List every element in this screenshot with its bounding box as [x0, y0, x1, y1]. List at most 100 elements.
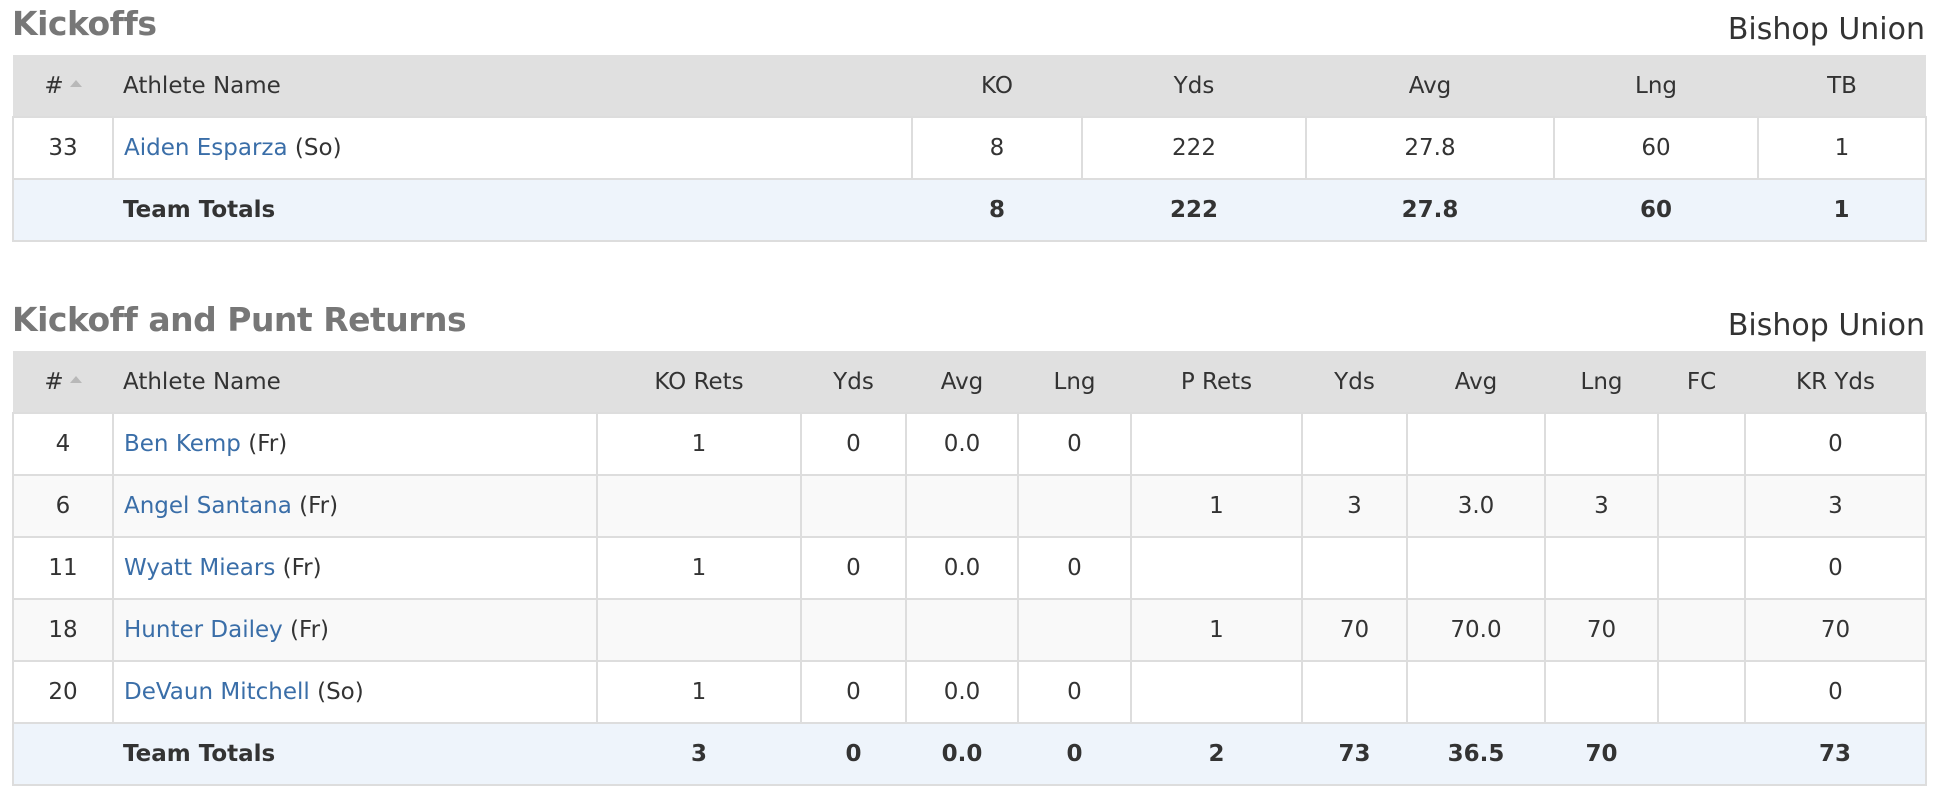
cell-ko-avg	[905, 598, 1019, 662]
cell-p-lng	[1544, 412, 1659, 476]
athlete-link[interactable]: Angel Santana	[124, 493, 292, 519]
kickoffs-header-num[interactable]: #	[13, 55, 113, 117]
cell-ko-yds	[800, 474, 907, 538]
cell-ko-lng	[1017, 474, 1132, 538]
cell-p-avg	[1406, 536, 1546, 600]
cell-kr-yds: 70	[1744, 598, 1927, 662]
team-totals-label: Team Totals	[113, 722, 597, 786]
cell-num: 18	[12, 598, 114, 662]
cell-p-lng	[1544, 536, 1659, 600]
athlete-class: (Fr)	[282, 555, 322, 581]
athlete-class: (So)	[294, 135, 342, 161]
returns-team-name: Bishop Union	[1727, 308, 1925, 343]
cell-ko-rets	[596, 474, 802, 538]
cell-kr-yds: 0	[1744, 536, 1927, 600]
returns-header-p-lng[interactable]: Lng	[1580, 368, 1623, 395]
kickoffs-section: Kickoffs Bishop Union # Athlete Name KO …	[12, 0, 1927, 242]
cell-tb: 1	[1758, 178, 1927, 242]
cell-kr-yds: 0	[1744, 660, 1927, 724]
cell-p-yds	[1301, 536, 1408, 600]
cell-avg: 27.8	[1306, 178, 1554, 242]
kickoffs-header-ko[interactable]: KO	[981, 72, 1013, 99]
cell-ko-lng: 0	[1017, 412, 1132, 476]
returns-header-p-avg[interactable]: Avg	[1454, 368, 1498, 395]
cell-p-yds	[1301, 660, 1408, 724]
returns-header-ko-avg[interactable]: Avg	[940, 368, 984, 395]
cell-num: 4	[12, 412, 114, 476]
kickoffs-header-name[interactable]: Athlete Name	[123, 72, 281, 99]
table-row: 18 Hunter Dailey (Fr) 1 70 70.0 70 70	[12, 598, 1927, 662]
athlete-class: (Fr)	[290, 617, 330, 643]
cell-p-rets	[1130, 660, 1303, 724]
returns-header-num[interactable]: #	[13, 351, 113, 413]
returns-header-fc[interactable]: FC	[1686, 368, 1717, 395]
kickoffs-team-name: Bishop Union	[1727, 12, 1925, 47]
returns-header-row: # Athlete Name KO Rets Yds Avg Lng P Ret…	[13, 351, 1926, 413]
cell-athlete: Wyatt Miears (Fr)	[112, 536, 598, 600]
cell-p-avg: 36.5	[1407, 722, 1545, 786]
returns-section: Kickoff and Punt Returns Bishop Union # …	[12, 296, 1927, 786]
cell-p-lng: 70	[1545, 722, 1658, 786]
team-totals-row: Team Totals 8 222 27.8 60 1	[12, 178, 1927, 242]
cell-p-rets	[1130, 536, 1303, 600]
cell-p-rets: 1	[1130, 598, 1303, 662]
team-totals-label: Team Totals	[113, 178, 912, 242]
athlete-link[interactable]: Hunter Dailey	[124, 617, 283, 643]
cell-fc	[1657, 598, 1746, 662]
table-row: 20 DeVaun Mitchell (So) 1 0 0.0 0 0	[12, 660, 1927, 724]
cell-yds: 222	[1082, 178, 1306, 242]
cell-ko-avg: 0.0	[905, 536, 1019, 600]
cell-kr-yds: 0	[1744, 412, 1927, 476]
sort-caret-icon	[69, 375, 82, 383]
cell-ko-rets: 1	[596, 536, 802, 600]
cell-p-avg	[1406, 412, 1546, 476]
cell-kr-yds: 73	[1745, 722, 1927, 786]
cell-yds: 222	[1081, 116, 1307, 180]
returns-header-p-rets[interactable]: P Rets	[1180, 368, 1253, 395]
returns-section-header: Kickoff and Punt Returns Bishop Union	[12, 296, 1925, 351]
cell-lng: 60	[1554, 178, 1758, 242]
cell-ko-lng: 0	[1017, 660, 1132, 724]
returns-header-kr-yds[interactable]: KR Yds	[1795, 368, 1875, 395]
athlete-link[interactable]: DeVaun Mitchell	[124, 679, 310, 705]
cell-athlete: DeVaun Mitchell (So)	[112, 660, 598, 724]
cell-ko-avg: 0.0	[905, 412, 1019, 476]
cell-ko-yds: 0	[800, 412, 907, 476]
cell-athlete: Ben Kemp (Fr)	[112, 412, 598, 476]
cell-ko: 8	[911, 116, 1083, 180]
table-row: 11 Wyatt Miears (Fr) 1 0 0.0 0 0	[12, 536, 1927, 600]
athlete-class: (Fr)	[248, 431, 288, 457]
returns-title: Kickoff and Punt Returns	[12, 300, 467, 339]
kickoffs-header-row: # Athlete Name KO Yds Avg Lng TB	[13, 55, 1926, 117]
returns-header-ko-rets[interactable]: KO Rets	[654, 368, 744, 395]
cell-p-yds: 70	[1301, 598, 1408, 662]
returns-header-ko-yds[interactable]: Yds	[833, 368, 874, 395]
cell-p-lng: 70	[1544, 598, 1659, 662]
table-row: 33 Aiden Esparza (So) 8 222 27.8 60 1	[12, 116, 1927, 180]
kickoffs-header-avg[interactable]: Avg	[1408, 72, 1452, 99]
returns-header-p-yds[interactable]: Yds	[1334, 368, 1375, 395]
cell-p-avg: 70.0	[1406, 598, 1546, 662]
cell-num: 11	[12, 536, 114, 600]
kickoffs-header-yds[interactable]: Yds	[1173, 72, 1215, 99]
team-totals-row: Team Totals 3 0 0.0 0 2 73 36.5 70 73	[12, 722, 1927, 786]
athlete-link[interactable]: Ben Kemp	[124, 431, 241, 457]
cell-p-yds: 73	[1302, 722, 1407, 786]
cell-num	[12, 722, 113, 786]
cell-ko-avg	[905, 474, 1019, 538]
table-row: 6 Angel Santana (Fr) 1 3 3.0 3 3	[12, 474, 1927, 538]
cell-ko-lng	[1017, 598, 1132, 662]
kickoffs-header-tb[interactable]: TB	[1827, 72, 1857, 99]
returns-header-name[interactable]: Athlete Name	[123, 368, 281, 395]
returns-table: # Athlete Name KO Rets Yds Avg Lng P Ret…	[12, 351, 1927, 786]
kickoffs-header-lng[interactable]: Lng	[1635, 72, 1677, 99]
kickoffs-title: Kickoffs	[12, 4, 157, 43]
cell-tb: 1	[1757, 116, 1927, 180]
athlete-link[interactable]: Aiden Esparza	[124, 135, 288, 161]
cell-fc	[1657, 536, 1746, 600]
athlete-link[interactable]: Wyatt Miears	[124, 555, 276, 581]
returns-header-ko-lng[interactable]: Lng	[1053, 368, 1096, 395]
cell-fc	[1657, 660, 1746, 724]
cell-ko-avg: 0.0	[905, 660, 1019, 724]
cell-ko-lng: 0	[1017, 536, 1132, 600]
